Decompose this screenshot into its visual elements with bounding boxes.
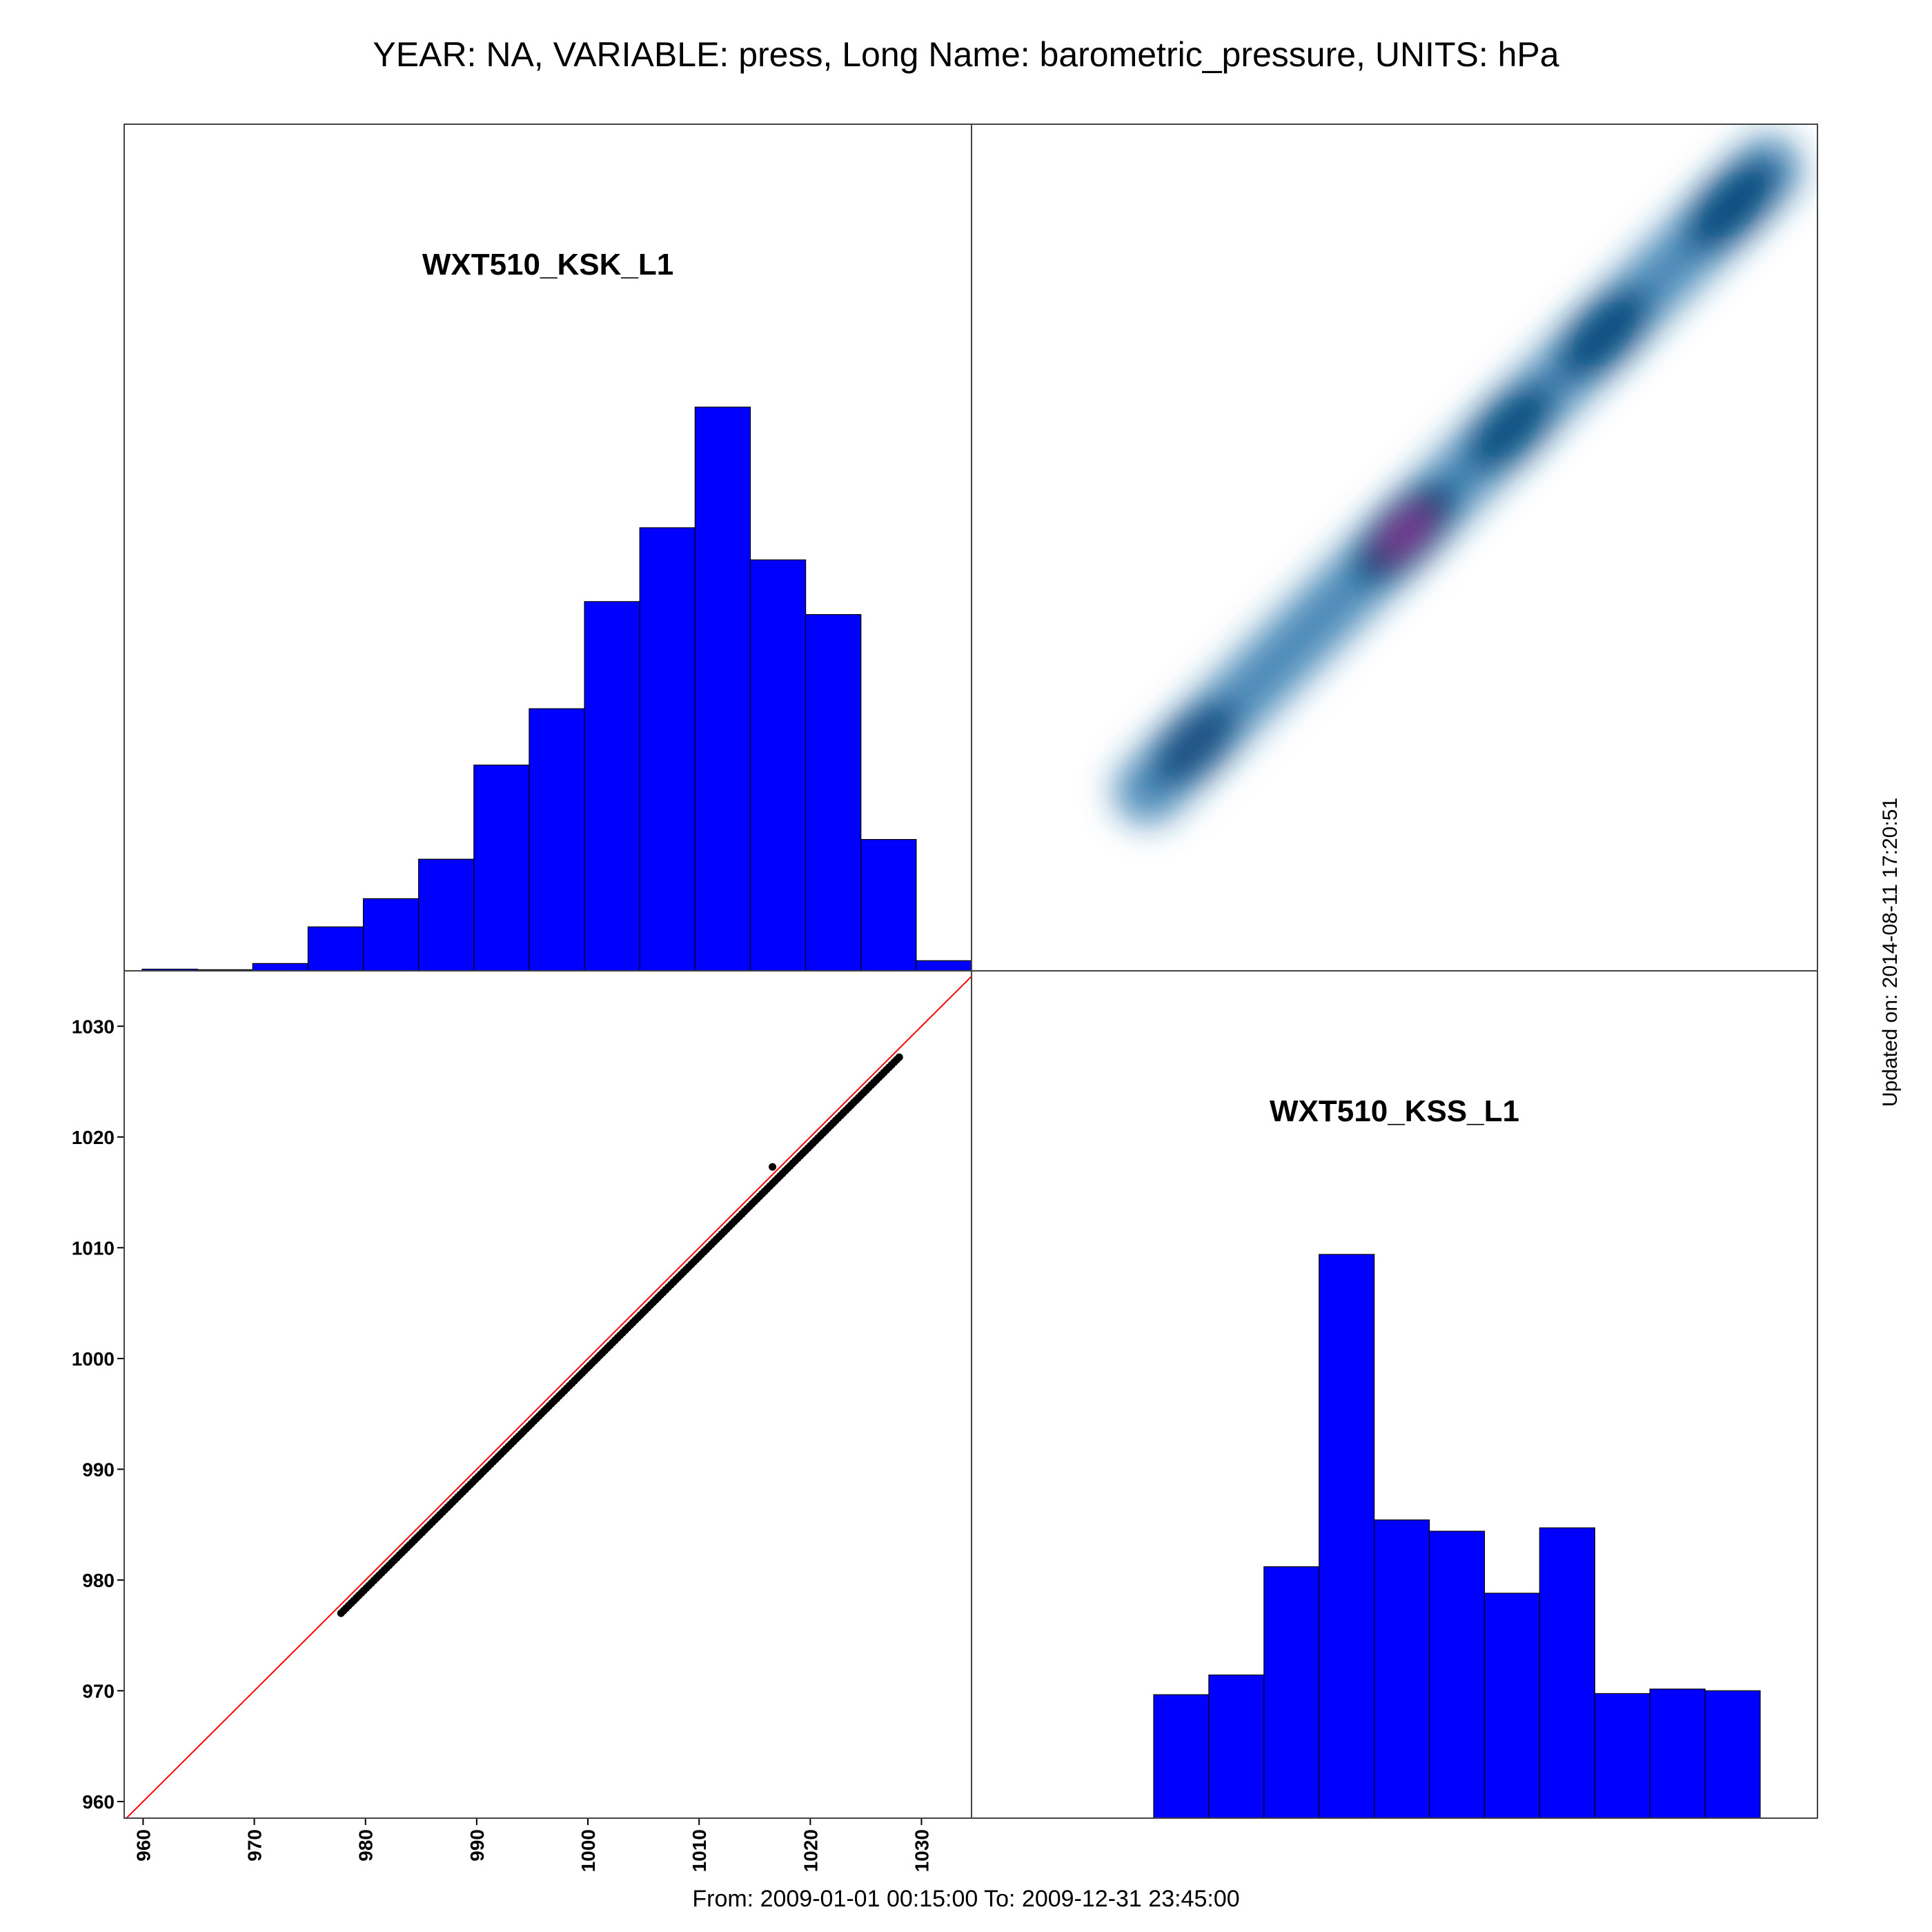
histogram-title-ksk: WXT510_KSK_L1 [422,248,673,282]
main-title: YEAR: NA, VARIABLE: press, Long Name: ba… [373,35,1559,74]
scatter-panel: 960 970 980 990 1000 1010 1020 1030 960 970 980 99… [72,975,972,1872]
density-peak [1152,701,1238,787]
y-tick-label: 960 [82,1791,115,1813]
y-axis: 960 970 980 990 1000 1010 1020 1030 [72,1016,125,1813]
density-peak [1559,288,1650,379]
density-ridge-core [1127,149,1788,811]
histogram-bar [473,765,530,972]
histogram-bar [1594,1693,1650,1819]
y-tick-label: 1010 [72,1237,115,1259]
histogram-bar [1704,1690,1761,1819]
histogram-bar [252,963,308,972]
histogram-bar [307,926,364,972]
x-tick-label: 990 [466,1829,488,1862]
density-peak [1467,384,1555,471]
panel-frame-bottom-right [971,970,1818,1819]
panel-frame-bottom-left [124,970,972,1819]
x-tick-label: 970 [244,1829,266,1862]
y-tick-label: 1020 [72,1127,115,1148]
histogram-bar [860,839,917,972]
histogram-bar [805,614,862,972]
histogram-panel-ksk: WXT510_KSK_L1 [141,248,972,972]
density-panel [1110,132,1806,829]
histogram-bar [916,960,972,972]
x-tick-label: 1030 [911,1829,932,1872]
y-tick-label: 970 [82,1680,115,1702]
date-range-footer: From: 2009-01-01 00:15:00 To: 2009-12-31… [692,1886,1240,1912]
x-tick-label: 960 [132,1829,154,1862]
scatter-point [769,1163,777,1171]
y-tick-label: 980 [82,1570,115,1591]
x-tick-label: 1020 [800,1829,821,1872]
y-tick-label: 990 [82,1459,115,1480]
x-tick-label: 1010 [689,1829,710,1872]
density-peak [1686,158,1780,252]
histogram-title-kss: WXT510_KSS_L1 [1270,1094,1519,1128]
histogram-bar [1263,1566,1320,1819]
histogram-bar [694,406,751,972]
histogram-bar [639,527,696,972]
histogram-bar [1208,1674,1265,1819]
histogram-bar [1649,1688,1706,1819]
x-tick-label: 980 [355,1829,377,1862]
histogram-bar [1428,1530,1486,1819]
scatter-point [895,1053,903,1061]
histogram-bar [529,708,585,972]
histogram-bar [1153,1694,1210,1819]
x-tick-label: 1000 [578,1829,599,1872]
y-tick-label: 1030 [72,1016,115,1037]
histogram-bar [362,898,420,972]
updated-timestamp: Updated on: 2014-08-11 17:20:51 [1879,797,1902,1107]
histogram-bar [1319,1254,1375,1819]
identity-line [125,975,972,1818]
histogram-bar [1374,1519,1430,1819]
histogram-bar [1483,1593,1540,1819]
histogram-bar [418,858,475,972]
histogram-bar [584,601,640,972]
density-maximum [1381,508,1430,558]
y-tick-label: 1000 [72,1348,115,1370]
histogram-bar [749,559,807,972]
histogram-panel-kss: WXT510_KSS_L1 [1153,1094,1761,1819]
x-axis: 960 970 980 990 1000 1010 1020 1030 [132,1817,932,1872]
histogram-bar [1539,1527,1595,1819]
